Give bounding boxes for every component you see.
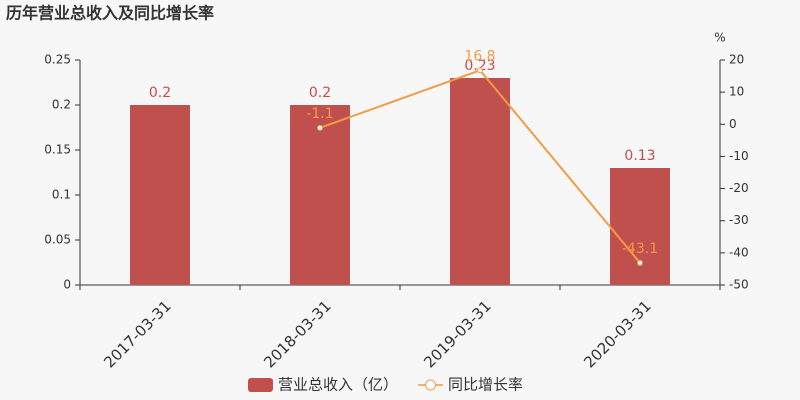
legend-label: 营业总收入（亿） (278, 376, 398, 394)
y-tick-label: 0.05 (44, 233, 71, 247)
y2-tick-label: -50 (729, 278, 749, 292)
bar-value-label: 0.13 (624, 148, 655, 164)
bar-value-label: 0.23 (464, 58, 495, 74)
line-value-label: -1.1 (306, 106, 333, 122)
y2-tick-label: 10 (729, 85, 744, 99)
y-tick-label: 0.25 (44, 53, 71, 67)
chart-title: 历年营业总收入及同比增长率 (6, 4, 214, 23)
y2-tick-label: -40 (729, 245, 749, 259)
y2-tick-label: -30 (729, 213, 749, 227)
line-point (637, 259, 643, 266)
line-point (477, 67, 483, 74)
bar-value-label: 0.2 (149, 85, 171, 101)
bar (610, 168, 670, 285)
y2-tick-label: -20 (729, 181, 749, 195)
legend-label: 同比增长率 (448, 376, 523, 394)
line-point (317, 124, 323, 131)
y-tick-label: 0 (63, 278, 71, 292)
line-value-label: -43.1 (622, 241, 658, 257)
y2-tick-label: -10 (729, 149, 749, 163)
y2-tick-label: 20 (729, 53, 744, 67)
bar (130, 105, 190, 285)
legend-swatch (248, 378, 273, 392)
legend-marker (425, 379, 437, 391)
bar (290, 105, 350, 285)
y2-axis-label: % (714, 31, 725, 45)
line-value-label: 16.8 (464, 48, 495, 64)
y2-tick-label: 0 (729, 117, 737, 131)
bar-value-label: 0.2 (309, 85, 331, 101)
y-tick-label: 0.15 (44, 143, 71, 157)
bar (450, 78, 510, 285)
y-tick-label: 0.1 (52, 188, 71, 202)
y-tick-label: 0.2 (52, 98, 71, 112)
